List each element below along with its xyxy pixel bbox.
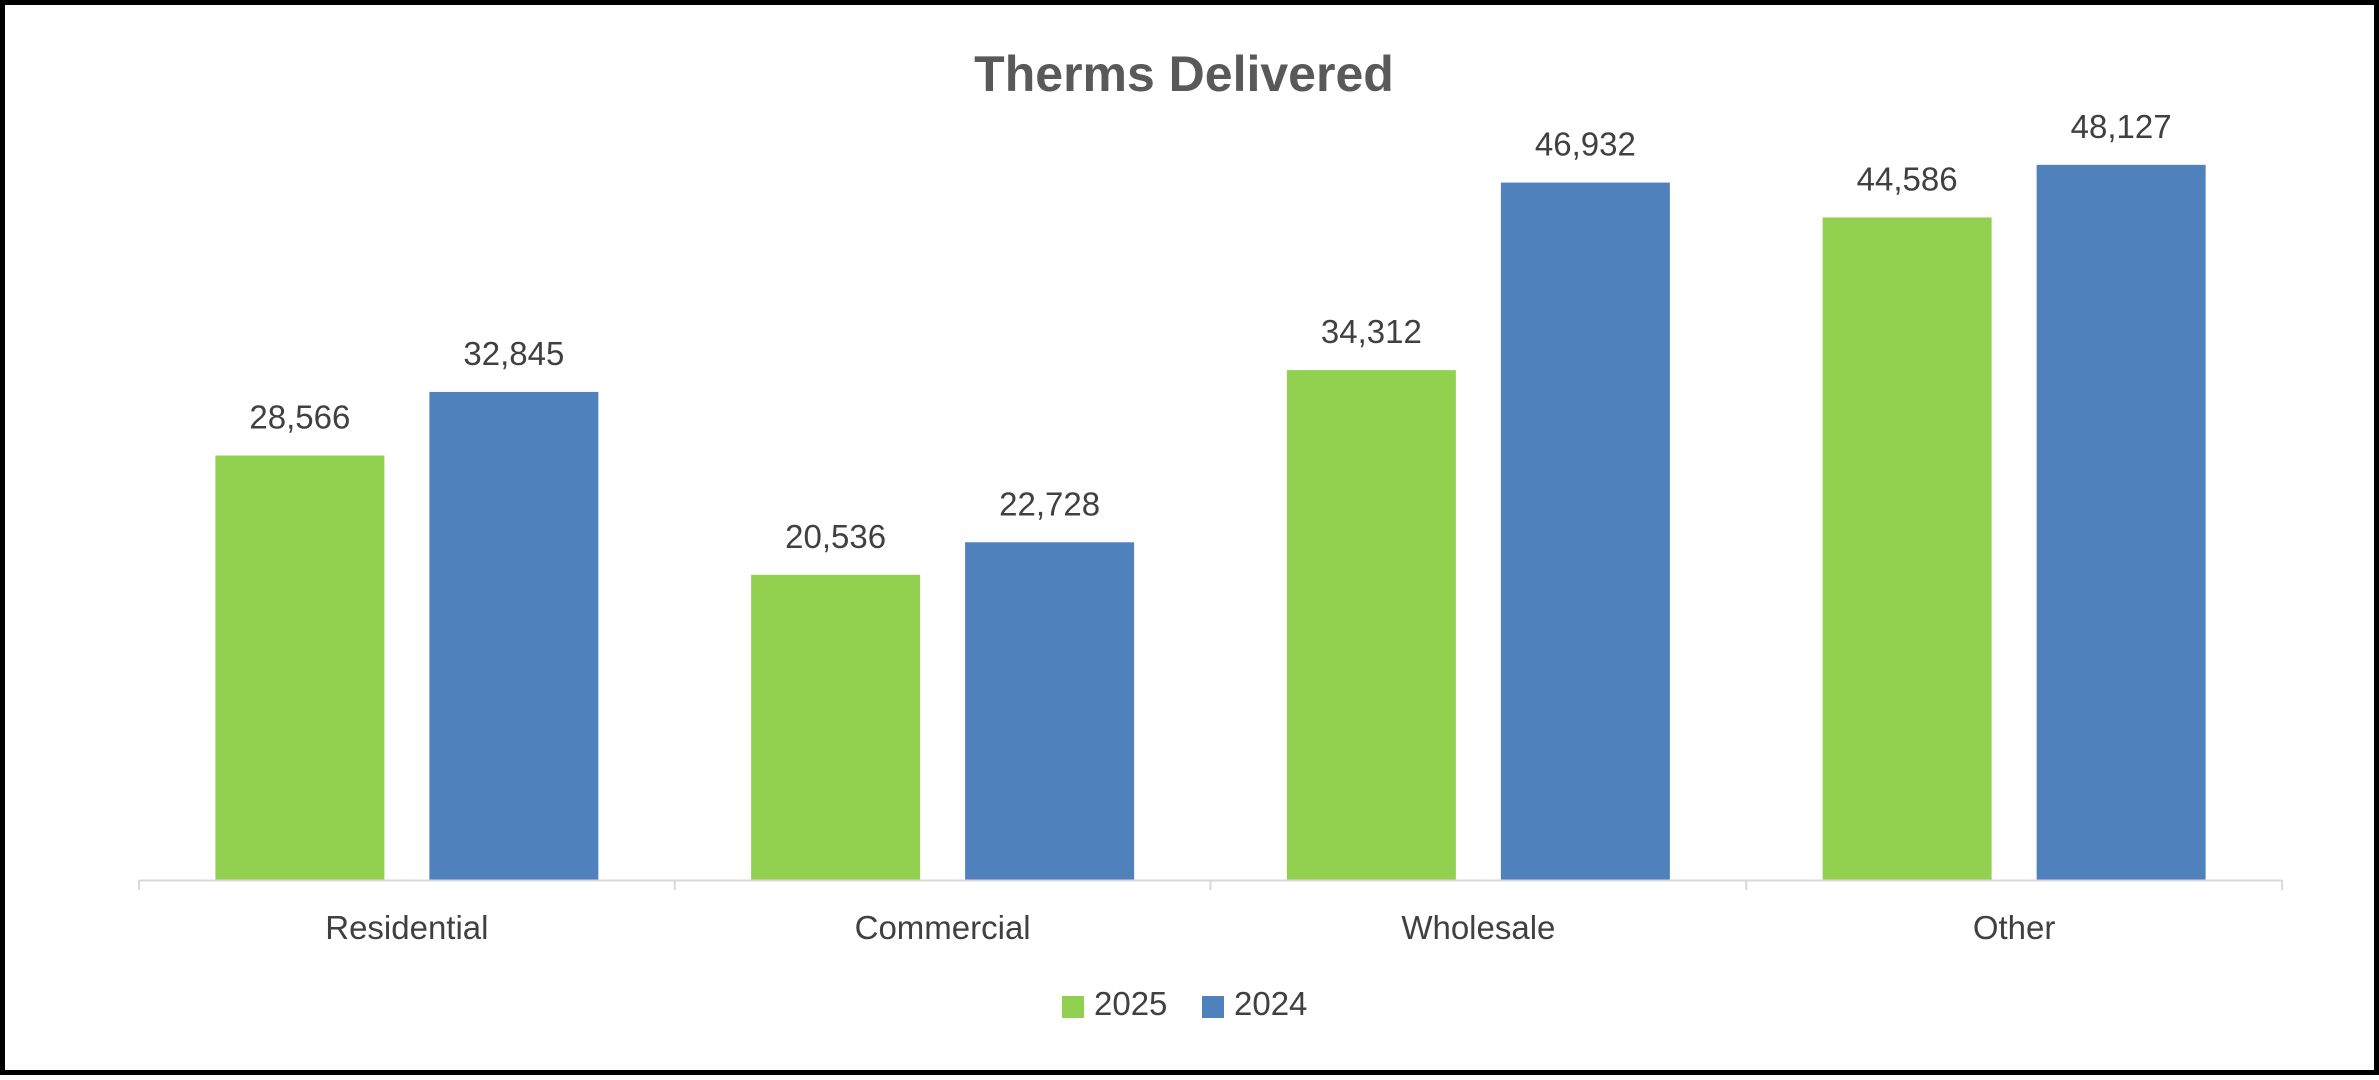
bar-wholesale-2025 (1286, 370, 1456, 880)
bar-wholesale-2024 (1500, 182, 1670, 881)
data-label-wholesale-2024: 46,932 (1535, 126, 1636, 163)
category-label-wholesale: Wholesale (1401, 909, 1555, 946)
legend-label-2024: 2024 (1234, 985, 1307, 1022)
bar-residential-2025 (215, 455, 385, 880)
bar-other-2024 (2036, 164, 2206, 881)
category-label-commercial: Commercial (855, 909, 1031, 946)
bar-commercial-2025 (751, 574, 921, 880)
data-label-commercial-2024: 22,728 (999, 485, 1100, 522)
data-label-other-2024: 48,127 (2071, 108, 2172, 145)
bar-commercial-2024 (965, 542, 1135, 880)
legend-swatch-2024 (1202, 996, 1224, 1018)
x-axis: Residential Commercial Wholesale Other (138, 879, 2283, 946)
category-label-residential: Residential (325, 909, 488, 946)
data-label-commercial-2025: 20,536 (785, 518, 886, 555)
chart-title: Therms Delivered (974, 46, 1394, 102)
data-label-residential-2024: 32,845 (463, 335, 564, 372)
data-label-residential-2025: 28,566 (249, 399, 350, 436)
legend-swatch-2025 (1062, 996, 1084, 1018)
bars-layer (215, 164, 2206, 881)
data-labels: 28,566 32,845 20,536 22,728 34,312 46,932 44,5… (249, 108, 2171, 555)
bar-other-2025 (1822, 217, 1992, 881)
bar-residential-2024 (429, 391, 599, 880)
legend: 2025 2024 (1062, 985, 1307, 1022)
data-label-wholesale-2025: 34,312 (1321, 313, 1422, 350)
therms-bar-chart: Therms Delivered Residential Commercial Wh… (138, 46, 2283, 1022)
legend-label-2025: 2025 (1094, 985, 1167, 1022)
data-label-other-2025: 44,586 (1857, 160, 1958, 197)
category-label-other: Other (1973, 909, 2056, 946)
